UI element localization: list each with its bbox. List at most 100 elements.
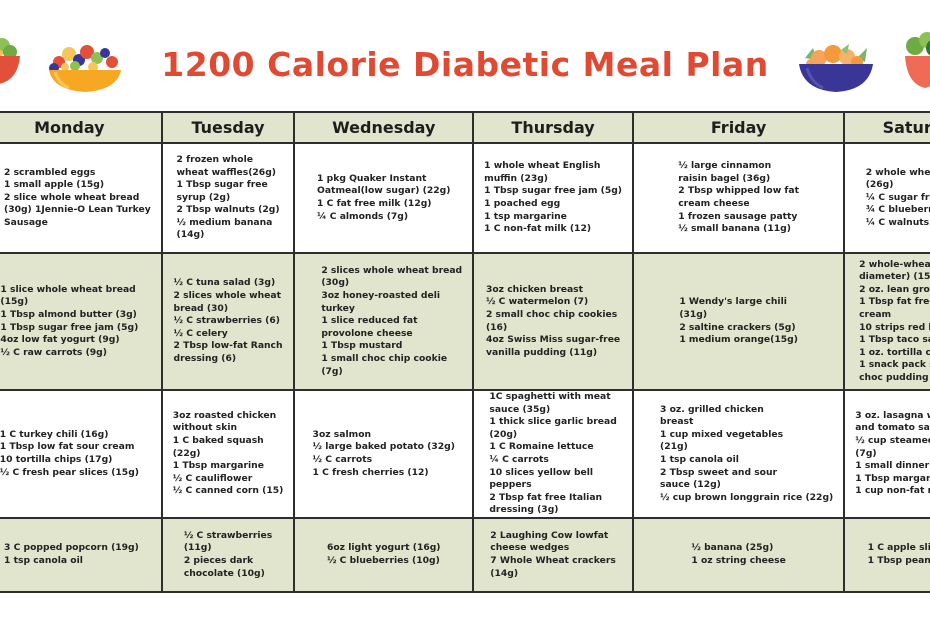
food-item: diameter) (15g)	[859, 271, 930, 283]
food-list: 1 slice whole wheat bread (15g) 1 Tbsp alm…	[0, 284, 138, 360]
food-item: 2 pieces dark	[183, 554, 254, 566]
food-item: 1 C apple slices (15g)	[867, 542, 930, 554]
food-item: 3 oz. grilled chicken	[660, 403, 764, 415]
food-item: 2 slices whole wheat	[173, 290, 281, 302]
food-list: 3 oz. lasagna with meatand tomato sauce …	[855, 410, 930, 498]
breakfast-cell-saturday: 2 whole wheat waffles(26g)¼ C sugar free…	[843, 142, 930, 254]
food-item: sauce (12g)	[660, 479, 721, 491]
food-item: ½ C blueberries (10g)	[326, 554, 440, 566]
food-item: 2 Tbsp low-fat Ranch	[173, 340, 283, 352]
food-item: ¼ C sugar free syrup	[865, 191, 930, 203]
food-item: ½ banana (25g)	[691, 542, 774, 554]
food-item: ½ medium banana	[176, 216, 273, 228]
food-item: 1 poached egg	[484, 198, 561, 209]
food-item: 2 frozen whole	[176, 153, 253, 165]
food-item: without skin	[172, 422, 238, 434]
food-item: 1 Tbsp peanut butter	[867, 554, 930, 566]
food-item: 2 Tbsp fat free Italian	[489, 491, 603, 503]
food-item: (31g)	[679, 308, 708, 320]
meal-row-dinner: 1 C turkey chili (16g) 1 Tbsp low fat sou…	[0, 389, 930, 519]
lunch-cell-saturday: 2 whole-wheat pitas (6"diameter) (15g)2 …	[843, 252, 930, 391]
food-item: ¼ C almonds (7g)	[317, 210, 409, 222]
food-item: 1 snack pack sugar free	[859, 359, 930, 371]
food-item: chocolate (10g)	[183, 567, 265, 579]
food-item: (14g)	[490, 567, 519, 579]
food-item: ½ C tuna salad (3g)	[173, 277, 276, 289]
food-list: 1 C turkey chili (16g) 1 Tbsp low fat sou…	[0, 429, 139, 479]
food-item: (11g)	[183, 542, 212, 554]
food-item: 10 slices yellow bell	[489, 466, 594, 478]
food-item: muffin (23g)	[484, 172, 549, 184]
lunch-cell-monday: 1 slice whole wheat bread (15g) 1 Tbsp alm…	[0, 252, 163, 391]
food-item: 6oz light yogurt (16g)	[326, 542, 441, 554]
food-item: syrup (2g)	[176, 191, 231, 203]
food-item: sauce (35g)	[489, 403, 551, 415]
food-item: 1 Tbsp sugar free jam (5g)	[484, 185, 623, 197]
food-item: 1 tsp canola oil	[660, 453, 739, 465]
food-item: (26g)	[865, 179, 894, 191]
food-list: 1 C apple slices (15g)1 Tbsp peanut butt…	[868, 542, 930, 567]
snack-cell-monday: 3 C popped popcorn (19g) 1 tsp canola oil	[0, 516, 163, 593]
food-item: 1 pkg Quaker Instant	[317, 172, 427, 184]
food-item: cream	[859, 308, 892, 320]
food-item: 2 oz. lean ground turkey	[859, 283, 930, 295]
dinner-cell-wednesday: 3oz salmon ½ large baked potato (32g) ½ C …	[293, 389, 475, 519]
food-item: 3oz chicken breast	[485, 283, 584, 295]
food-item: 3 oz. lasagna with meat	[855, 409, 930, 421]
food-item: and tomato sauce (1	[855, 422, 930, 434]
food-item: 1 Wendy's large chili	[679, 296, 787, 308]
food-item: 1 cup non-fat milk (1	[855, 485, 930, 497]
food-item: ½ C carrots	[312, 453, 373, 465]
food-item: 3oz salmon	[312, 428, 372, 440]
food-item: 2 whole-wheat pitas (6"	[859, 258, 930, 270]
food-item: 1 cup mixed vegetables	[660, 428, 784, 440]
food-item: (15g)	[0, 296, 29, 308]
food-item: ½ large baked potato (32g)	[312, 441, 455, 453]
day-header-saturday: Saturday	[843, 111, 930, 144]
food-list: ½ banana (25g) 1 oz string cheese	[691, 542, 785, 567]
food-item: 1 C Romaine lettuce	[489, 441, 594, 453]
page-title: 1200 Calorie Diabetic Meal Plan	[161, 45, 769, 84]
dinner-cell-friday: 3 oz. grilled chicken breast 1 cup mixed v…	[632, 389, 846, 519]
food-item: 1 small apple (15g)	[4, 179, 105, 191]
food-item: dressing (6)	[173, 352, 237, 364]
lunch-cell-thursday: 3oz chicken breast ½ C watermelon (7) 2 sm…	[472, 252, 635, 391]
food-item: 1C spaghetti with meat	[489, 391, 611, 402]
food-item: turkey	[321, 302, 355, 314]
food-item: ½ C strawberries (6)	[173, 315, 280, 327]
day-header-thursday: Thursday	[472, 111, 635, 144]
day-header-tuesday: Tuesday	[160, 111, 296, 144]
food-list: 2 whole-wheat pitas (6"diameter) (15g)2 …	[859, 259, 930, 385]
food-item: 10 tortilla chips (17g)	[0, 453, 113, 465]
dinner-cell-tuesday: 3oz roasted chicken without skin 1 C baked…	[160, 389, 296, 519]
food-item: bread (30)	[173, 302, 229, 314]
food-item: ½ cup steamed asparagus	[855, 435, 930, 447]
food-item: (7g)	[321, 365, 343, 377]
food-item: ¼ C walnuts	[865, 216, 930, 228]
food-item: ½ large cinnamon	[678, 160, 772, 172]
food-item: 1 slice whole wheat bread	[0, 283, 136, 295]
snack-cell-saturday: 1 C apple slices (15g)1 Tbsp peanut butt…	[843, 516, 930, 593]
snack-cell-wednesday: 6oz light yogurt (16g) ½ C blueberries (1…	[293, 516, 475, 593]
meal-row-lunch: 1 slice whole wheat bread (15g) 1 Tbsp alm…	[0, 252, 930, 391]
food-item: cream cheese	[678, 198, 750, 209]
food-item: 2 Tbsp walnuts (2g)	[176, 204, 280, 216]
snack-cell-thursday: 2 Laughing Cow lowfat cheese wedges 7 Whol…	[472, 516, 635, 593]
food-list: 1 whole wheat English muffin (23g) 1 Tbsp …	[484, 160, 622, 236]
dinner-cell-saturday: 3 oz. lasagna with meatand tomato sauce …	[843, 389, 930, 519]
food-item: 10 strips red bell pepper	[859, 321, 930, 333]
snack-cell-friday: ½ banana (25g) 1 oz string cheese	[632, 516, 846, 593]
breakfast-cell-wednesday: 1 pkg Quaker Instant Oatmeal(low sugar) (…	[293, 142, 475, 254]
food-list: 3 oz. grilled chicken breast 1 cup mixed v…	[660, 404, 833, 505]
food-list: 2 slices whole wheat bread (30g) 3oz honey…	[321, 265, 462, 378]
food-list: 1C spaghetti with meat sauce (35g) 1 thick…	[489, 391, 616, 517]
food-item: 1 C non-fat milk (12)	[484, 223, 592, 235]
meal-row-breakfast: 2 scrambled eggs 1 small apple (15g) 2 sli…	[0, 142, 930, 254]
food-list: 2 whole wheat waffles(26g)¼ C sugar free…	[866, 167, 930, 230]
food-item: ½ C cauliflower	[172, 472, 253, 484]
food-item: ½ C watermelon (7)	[485, 296, 589, 308]
salad-bowl-icon	[0, 38, 20, 84]
food-item: 1 Tbsp sugar free jam (5g)	[0, 321, 139, 333]
food-item: wheat waffles(26g)	[176, 166, 276, 178]
food-item: 2 whole wheat waffles	[865, 166, 930, 178]
